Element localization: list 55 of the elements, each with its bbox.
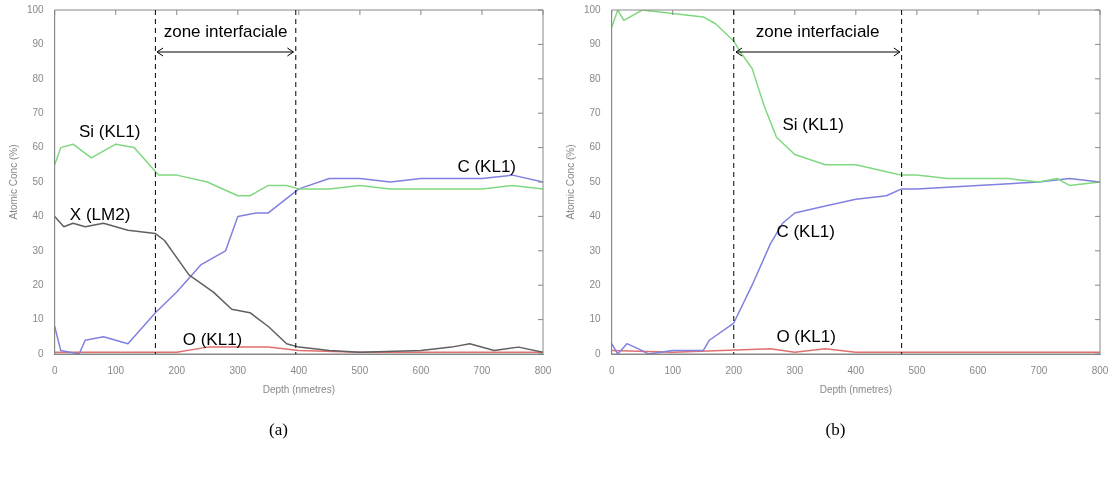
y-axis-title: Atomic Conc (%)	[7, 144, 19, 220]
x-tick-label: 200	[725, 364, 743, 376]
annotation: O (KL1)	[182, 330, 243, 350]
y-tick-label: 20	[589, 278, 602, 290]
y-tick-label: 50	[589, 175, 602, 187]
x-tick-label: 400	[290, 364, 308, 376]
x-tick-label: 700	[1030, 364, 1048, 376]
x-tick-label: 800	[534, 364, 552, 376]
y-tick-label: 0	[595, 347, 602, 359]
text: (b)	[824, 420, 847, 440]
annotation: C (KL1)	[776, 222, 835, 242]
annotation: Si (KL1)	[782, 115, 844, 135]
annotation: C (KL1)	[457, 156, 517, 176]
x-tick-label: 700	[473, 364, 491, 376]
y-tick-label: 40	[32, 210, 45, 222]
x-tick-label: 0	[51, 364, 58, 376]
x-tick-label: 500	[908, 364, 926, 376]
x-axis-title: Depth (nmetres)	[262, 383, 335, 395]
y-tick-label: 50	[32, 175, 45, 187]
x-tick-label: 400	[847, 364, 865, 376]
y-axis-title: Atomic Conc (%)	[564, 144, 576, 220]
x-tick-label: 800	[1091, 364, 1109, 376]
x-axis-title: Depth (nmetres)	[819, 383, 892, 395]
y-tick-label: 80	[32, 72, 45, 84]
annotation: Si (KL1)	[79, 122, 141, 142]
y-tick-label: 10	[32, 313, 45, 325]
y-tick-label: 60	[32, 141, 45, 153]
annotation: X (LM2)	[69, 204, 131, 224]
y-tick-label: 10	[589, 313, 602, 325]
y-tick-label: 40	[589, 210, 602, 222]
x-tick-label: 300	[786, 364, 804, 376]
y-tick-label: 70	[589, 106, 602, 118]
x-tick-label: 200	[168, 364, 186, 376]
y-tick-label: 20	[32, 278, 45, 290]
y-tick-label: 80	[589, 72, 602, 84]
y-tick-label: 0	[38, 347, 45, 359]
x-tick-label: 500	[351, 364, 369, 376]
y-tick-label: 70	[32, 106, 45, 118]
annotation: zone interfaciale	[162, 22, 289, 42]
x-tick-label: 0	[608, 364, 615, 376]
y-tick-label: 100	[584, 3, 602, 15]
y-tick-label: 90	[32, 38, 45, 50]
x-tick-label: 600	[412, 364, 430, 376]
y-tick-label: 30	[32, 244, 45, 256]
annotation: O (KL1)	[776, 327, 836, 347]
annotation: zone interfaciale	[754, 22, 881, 42]
x-tick-label: 600	[969, 364, 987, 376]
y-tick-label: 90	[589, 38, 602, 50]
y-tick-label: 100	[27, 3, 45, 15]
x-tick-label: 100	[107, 364, 125, 376]
x-tick-label: 100	[664, 364, 682, 376]
text: (a)	[268, 420, 289, 440]
x-tick-label: 300	[229, 364, 247, 376]
y-tick-label: 30	[589, 244, 602, 256]
y-tick-label: 60	[589, 141, 602, 153]
